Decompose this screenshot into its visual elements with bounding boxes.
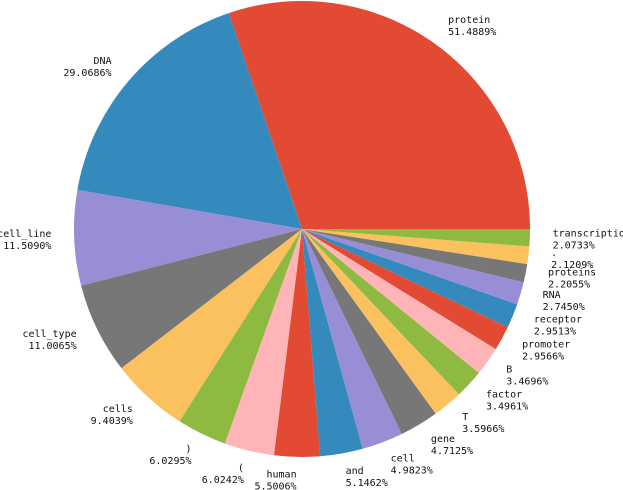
pie-slice-8: [302, 229, 363, 457]
slice-label: factor: [486, 389, 522, 400]
slice-percent-label: 2.7450%: [543, 302, 585, 313]
slice-label: T: [462, 412, 468, 423]
slice-label: ): [186, 444, 192, 455]
slice-label: cell_line: [0, 229, 51, 240]
slice-percent-label: 2.2055%: [548, 280, 590, 291]
pie-slice-12: [302, 229, 479, 395]
pie-slice-6: [224, 229, 302, 456]
pie-slice-9: [302, 229, 402, 449]
slice-percent-label: 3.5966%: [462, 424, 504, 435]
slice-label: DNA: [93, 56, 111, 67]
slice-label: gene: [431, 434, 455, 445]
pie-slice-13: [302, 229, 496, 373]
slice-percent-label: 6.0295%: [149, 456, 191, 467]
slice-label: .: [551, 248, 557, 259]
slice-percent-label: 9.4039%: [91, 416, 133, 427]
pie-slice-11: [302, 229, 459, 414]
slice-percent-label: 4.7125%: [431, 446, 473, 457]
slice-label: protein: [448, 15, 490, 26]
pie-slice-18: [302, 229, 530, 265]
slice-percent-label: 2.9513%: [534, 327, 576, 338]
slice-percent-label: 6.0242%: [202, 475, 244, 486]
slice-label: human: [266, 470, 296, 481]
slice-label: (: [238, 463, 244, 474]
pie-slice-7: [274, 229, 321, 457]
slice-label: cells: [103, 404, 133, 415]
slice-percent-label: 4.9823%: [391, 466, 433, 477]
slice-label: receptor: [534, 315, 582, 326]
pie-slice-14: [302, 229, 508, 350]
slice-percent-label: 11.0065%: [28, 341, 76, 352]
pie-slice-19: [302, 229, 530, 247]
pie-slice-10: [302, 229, 436, 434]
slice-label: and: [346, 466, 364, 477]
pie-slice-15: [302, 229, 518, 328]
slice-label: RNA: [543, 290, 561, 301]
slice-percent-label: 29.0686%: [63, 68, 111, 79]
slice-percent-label: 11.5090%: [3, 241, 51, 252]
slice-percent-label: 2.1209%: [551, 260, 593, 271]
pie-slice-17: [302, 229, 528, 283]
slice-label: B: [506, 364, 512, 375]
slice-label: cell: [391, 454, 415, 465]
pie-slice-3: [81, 229, 302, 369]
slice-label: promoter: [522, 339, 570, 350]
slice-percent-label: 2.0733%: [553, 241, 595, 252]
pie-slice-0: [228, 0, 531, 229]
pie-slice-4: [121, 229, 302, 422]
slice-percent-label: 51.4889%: [448, 27, 496, 38]
pie-slice-2: [73, 189, 302, 286]
slice-percent-label: 3.4696%: [506, 376, 548, 387]
slice-label: proteins: [548, 268, 596, 279]
slice-label: transcription: [553, 229, 623, 240]
slice-label: cell_type: [22, 329, 76, 340]
pie-slice-16: [302, 229, 524, 305]
slice-percent-label: 3.4961%: [486, 401, 528, 412]
slice-percent-label: 5.5006%: [254, 482, 296, 490]
pie-slice-5: [179, 229, 302, 444]
slice-percent-label: 5.1462%: [346, 478, 388, 489]
pie-slice-1: [77, 13, 302, 229]
slice-percent-label: 2.9566%: [522, 351, 564, 362]
